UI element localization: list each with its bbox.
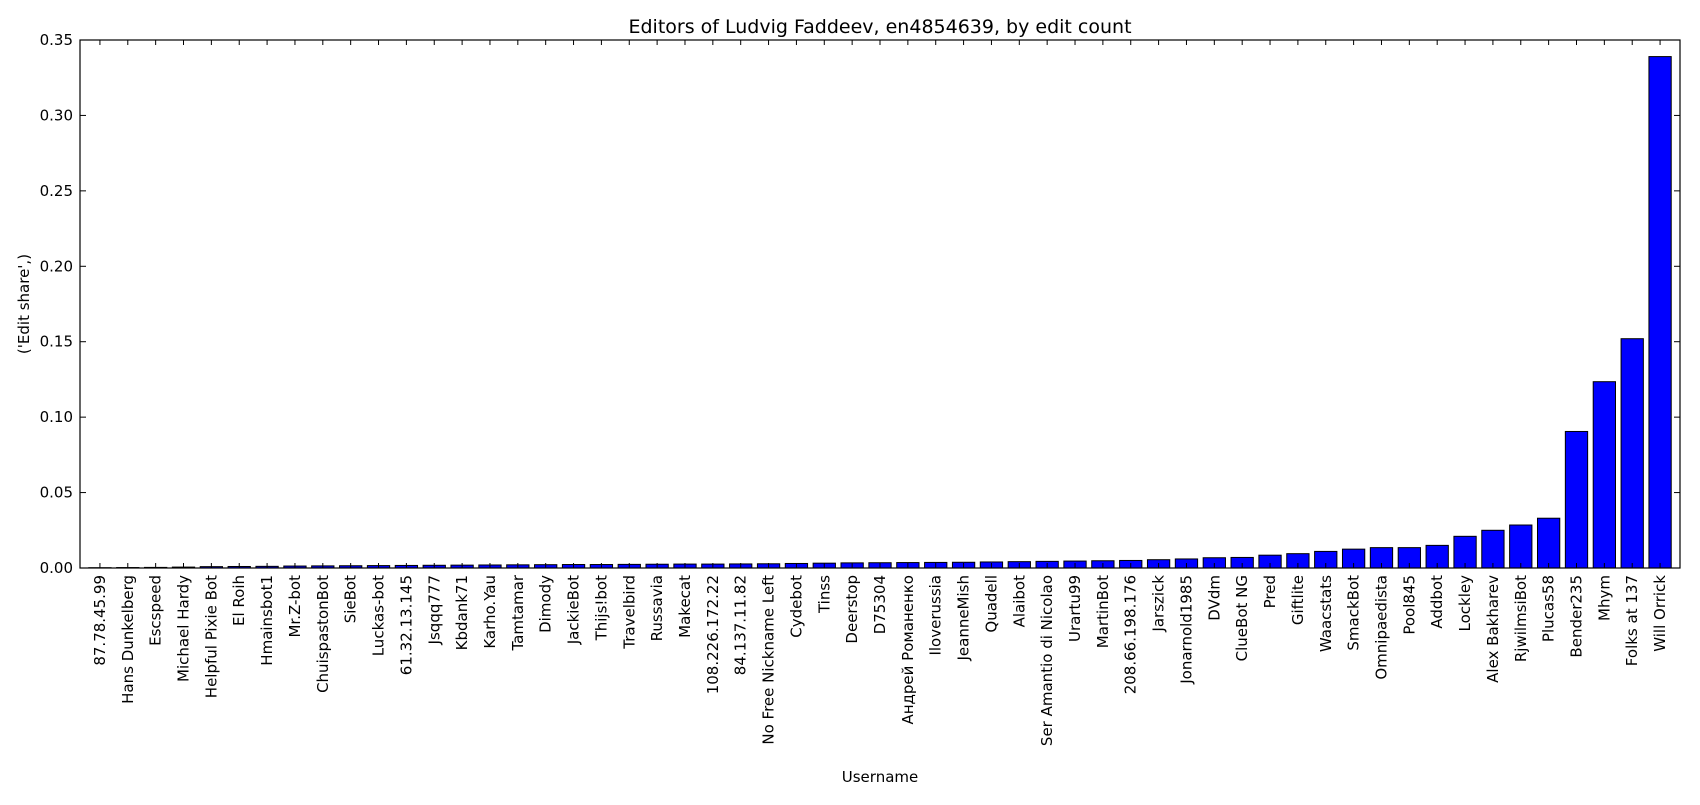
x-tick-label: Deerstop	[843, 575, 861, 644]
x-tick-label: Jsqqq777	[425, 575, 443, 645]
y-axis-label: ('Edit share',)	[15, 254, 33, 354]
x-tick-label: Dimody	[537, 575, 555, 633]
x-tick-label: D75304	[871, 575, 889, 634]
x-tick-label: Folks at 137	[1623, 575, 1641, 666]
bar	[1537, 518, 1559, 568]
x-tick-label: Travelbird	[620, 575, 638, 650]
x-tick-label: Russavia	[648, 575, 666, 641]
bar	[1649, 57, 1671, 568]
bar	[1482, 530, 1504, 568]
x-tick-label: SieBot	[342, 575, 360, 623]
x-tick-label: Thijs!bot	[592, 575, 610, 642]
plot-frame	[80, 40, 1680, 568]
x-tick-label: Mhym	[1595, 575, 1613, 621]
bar	[1565, 431, 1587, 568]
x-tick-label: Ser Amantio di Nicolao	[1038, 575, 1056, 746]
x-tick-label: ClueBot NG	[1233, 575, 1251, 661]
x-tick-label: Hmainsbot1	[258, 575, 276, 666]
x-tick-label: Lockley	[1456, 575, 1474, 632]
x-tick-label: ChuispastonBot	[314, 575, 332, 693]
x-tick-label: Will Orrick	[1651, 575, 1669, 652]
x-tick-label: Kbdank71	[453, 575, 471, 650]
x-tick-label: JeanneMish	[955, 575, 973, 662]
x-tick-label: Alaibot	[1010, 575, 1028, 627]
x-tick-label: JackieBot	[565, 575, 583, 645]
x-tick-label: Bender235	[1567, 575, 1585, 658]
x-tick-label: MartinBot	[1094, 575, 1112, 648]
x-tick-label: Pred	[1261, 575, 1279, 608]
x-tick-label: Michael Hardy	[175, 575, 193, 682]
x-tick-label: 84.137.11.82	[732, 575, 750, 675]
x-tick-label: 208.66.198.176	[1122, 575, 1140, 694]
x-axis-label: Username	[842, 768, 918, 786]
x-tick-label: Waacstats	[1317, 575, 1335, 652]
x-tick-label: Mr.Z-bot	[286, 575, 304, 638]
x-tick-label: Tinss	[815, 575, 833, 614]
x-tick-label: Urartu99	[1066, 575, 1084, 642]
x-tick-label: Cydebot	[787, 575, 805, 638]
y-tick-label: 0.00	[40, 559, 73, 577]
y-tick-label: 0.10	[40, 408, 73, 426]
x-axis: 87.78.45.99 Hans Dunkelberg Escspeed Michae…	[91, 40, 1669, 746]
x-tick-label: Tamtamar	[509, 574, 527, 651]
x-tick-label: Pool845	[1400, 575, 1418, 635]
x-tick-label: 87.78.45.99	[91, 575, 109, 666]
x-tick-label: Hans Dunkelberg	[119, 575, 137, 704]
x-tick-label: Alex Bakharev	[1484, 575, 1502, 683]
x-tick-label: RjwilmsiBot	[1512, 575, 1530, 662]
y-tick-label: 0.35	[40, 31, 73, 49]
x-tick-label: Helpful Pixie Bot	[202, 575, 220, 698]
x-tick-label: Quadell	[982, 575, 1000, 633]
chart-title: Editors of Ludvig Faddeev, en4854639, by…	[628, 16, 1131, 38]
x-tick-label: El Roih	[230, 575, 248, 626]
y-tick-label: 0.20	[40, 257, 73, 275]
x-tick-label: Karho.Yau	[481, 575, 499, 649]
x-tick-label: Makecat	[676, 575, 694, 638]
x-tick-label: Jonarnold1985	[1177, 575, 1195, 685]
x-tick-label: Luckas-bot	[370, 575, 388, 656]
x-tick-label: SmackBot	[1345, 575, 1363, 651]
y-tick-label: 0.30	[40, 106, 73, 124]
x-tick-label: DVdm	[1205, 575, 1223, 621]
y-tick-label: 0.15	[40, 333, 73, 351]
x-tick-label: 61.32.13.145	[397, 575, 415, 675]
x-tick-label: Iloverussia	[927, 575, 945, 656]
bar	[1621, 339, 1643, 568]
x-tick-label: 108.226.172.22	[704, 575, 722, 694]
y-tick-label: 0.25	[40, 182, 73, 200]
x-tick-label: Андрей Романенко	[899, 575, 917, 725]
x-tick-label: Giftlite	[1289, 575, 1307, 625]
x-tick-label: Addbot	[1428, 575, 1446, 629]
x-tick-label: Escspeed	[147, 575, 165, 646]
y-axis: 0.00 0.05 0.10 0.15 0.20 0.25 0.30 0.35	[40, 31, 1680, 577]
y-tick-label: 0.05	[40, 484, 73, 502]
bars-group	[89, 57, 1671, 568]
x-tick-label: Omnipaedista	[1372, 575, 1390, 680]
x-tick-label: Jarszick	[1150, 575, 1168, 633]
bar	[1593, 382, 1615, 568]
x-tick-label: No Free Nickname Left	[760, 575, 778, 745]
x-tick-label: Plucas58	[1540, 575, 1558, 642]
bar	[1510, 525, 1532, 568]
